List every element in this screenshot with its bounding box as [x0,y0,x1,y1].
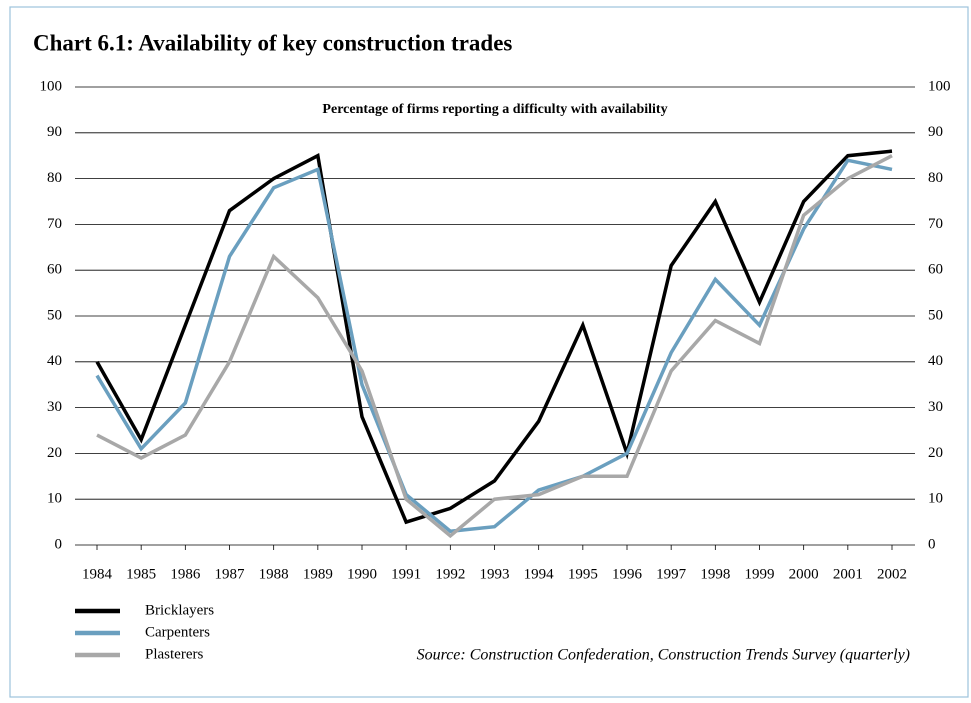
y2-tick-label: 40 [928,353,943,369]
x-tick-label: 1986 [170,566,201,582]
x-tick-label: 2002 [877,566,907,582]
x-tick-label: 1999 [745,566,775,582]
y2-tick-label: 50 [928,307,943,323]
y-tick-label: 50 [47,307,62,323]
x-tick-label: 1996 [612,566,643,582]
frame [9,6,969,698]
x-tick-label: 1988 [259,566,289,582]
x-tick-label: 1993 [480,566,510,582]
source-note: Source: Construction Confederation, Cons… [417,647,910,664]
x-tick-label: 2000 [789,566,819,582]
y-tick-label: 80 [47,170,62,186]
y-tick-label: 30 [47,399,62,415]
y-tick-label: 40 [47,353,62,369]
series-line [95,158,893,534]
y2-tick-label: 90 [928,124,943,140]
x-tick-label: 1995 [568,566,598,582]
x-tick-label: 1991 [391,566,421,582]
x-tick-label: 1997 [656,566,687,582]
y2-tick-label: 60 [928,262,943,278]
legend-label: Bricklayers [145,602,214,618]
x-tick-label: 1992 [435,566,465,582]
x-tick-label: 1989 [303,566,333,582]
y2-tick-label: 30 [928,399,943,415]
y2-tick-label: 70 [928,216,943,232]
series-line [96,154,893,539]
y2-tick-label: 10 [928,491,943,507]
x-tick-label: 1994 [524,566,555,582]
y-tick-label: 60 [47,262,62,278]
x-tick-label: 1985 [126,566,156,582]
x-tick-label: 2001 [833,566,863,582]
y-tick-label: 70 [47,216,62,232]
y2-tick-label: 100 [928,78,951,94]
x-tick-label: 1984 [82,566,113,582]
x-tick-label: 1990 [347,566,377,582]
y-tick-label: 90 [47,124,62,140]
y-tick-label: 20 [47,445,62,461]
chart-subtitle: Percentage of firms reporting a difficul… [322,102,667,117]
legend-label: Plasterers [145,646,203,662]
x-tick-label: 1987 [215,566,246,582]
series-line [95,149,893,525]
y2-tick-label: 0 [928,536,936,552]
y2-tick-label: 20 [928,445,943,461]
chart-title: Chart 6.1: Availability of key construct… [33,30,512,55]
x-tick-label: 1998 [700,566,730,582]
legend-label: Carpenters [145,624,210,640]
y-tick-label: 0 [55,536,63,552]
y-tick-label: 100 [40,78,63,94]
y-tick-label: 10 [47,491,62,507]
y2-tick-label: 80 [928,170,943,186]
